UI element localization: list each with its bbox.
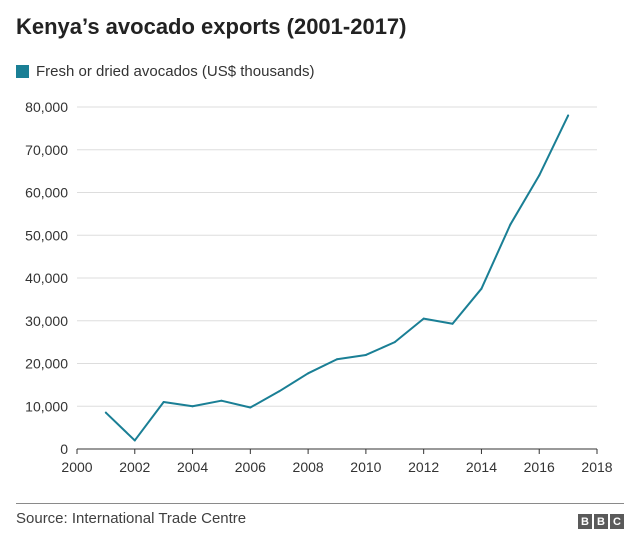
x-tick-label: 2006 [235, 459, 266, 475]
data-point [451, 322, 454, 325]
chart-title: Kenya’s avocado exports (2001-2017) [16, 14, 407, 39]
bbc-logo-letter: C [610, 514, 624, 529]
series-layer [104, 114, 570, 442]
data-point [509, 223, 512, 226]
x-tick-label: 2012 [408, 459, 439, 475]
bbc-logo: B B C [578, 514, 624, 529]
bbc-logo-letter: B [578, 514, 592, 529]
bbc-logo-letter: B [594, 514, 608, 529]
source-note: Source: International Trade Centre [16, 510, 247, 527]
y-tick-label: 70,000 [25, 142, 68, 158]
data-point [104, 411, 107, 414]
legend: Fresh or dried avocados (US$ thousands) [16, 63, 314, 80]
data-point [249, 406, 252, 409]
legend-swatch [16, 65, 29, 78]
grid-lines [77, 106, 597, 407]
footer-divider [16, 503, 624, 504]
axes: 0 10,000 20,000 30,000 40,000 50,000 60,000 70,… [25, 99, 613, 475]
data-point [336, 358, 338, 361]
x-tick-label: 2018 [581, 459, 612, 475]
data-point [191, 405, 194, 408]
data-point [538, 174, 541, 177]
data-point [133, 439, 136, 442]
x-tick-label: 2000 [61, 459, 92, 475]
data-point [364, 353, 367, 356]
x-tick-label: 2002 [119, 459, 150, 475]
y-tick-label: 60,000 [25, 185, 68, 201]
x-tick-label: 2008 [293, 459, 324, 475]
data-point [162, 400, 165, 403]
data-point [480, 287, 483, 290]
x-tick-label: 2016 [524, 459, 555, 475]
data-point [278, 390, 281, 393]
data-point [307, 372, 310, 375]
x-tick-label: 2010 [350, 459, 381, 475]
y-tick-label: 0 [60, 441, 68, 457]
y-tick-label: 10,000 [25, 398, 68, 414]
legend-label: Fresh or dried avocados (US$ thousands) [36, 63, 315, 80]
y-tick-label: 30,000 [25, 313, 68, 329]
data-point [422, 317, 425, 320]
data-point [220, 399, 223, 402]
data-point [567, 114, 570, 117]
x-tick-label: 2004 [177, 459, 208, 475]
y-tick-label: 40,000 [25, 270, 68, 286]
y-tick-label: 80,000 [25, 99, 68, 115]
data-point [393, 341, 396, 344]
y-tick-label: 50,000 [25, 227, 68, 243]
x-tick-label: 2014 [466, 459, 497, 475]
y-tick-label: 20,000 [25, 356, 68, 372]
